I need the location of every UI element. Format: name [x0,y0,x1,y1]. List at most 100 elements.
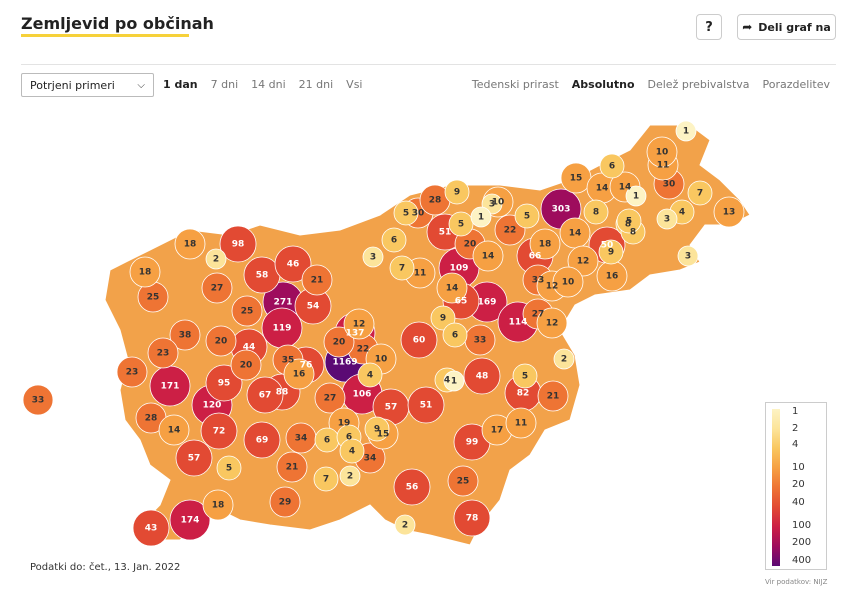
municipality-region[interactable] [343,308,375,340]
municipality-region[interactable] [567,245,599,277]
municipality-region[interactable] [529,228,561,260]
municipality-value-label: 10 [375,355,388,365]
legend-stop-label: 4 [792,439,799,450]
municipality-value-label: 21 [311,276,324,286]
municipality-region[interactable] [314,382,346,414]
municipality-region[interactable] [205,248,227,270]
mode-tedenski-prirast[interactable]: Tedenski prirast [471,78,559,91]
municipality-region[interactable] [394,514,416,536]
municipality-region[interactable] [400,321,438,359]
municipality-region[interactable] [583,199,609,225]
municipality-region[interactable] [552,266,584,298]
municipality-region[interactable] [381,227,407,253]
municipality-region[interactable] [675,120,697,142]
municipality-region[interactable] [687,180,713,206]
municipality-value-label: 4 [679,208,685,218]
municipality-value-label: 16 [606,272,619,282]
mode-porazdelitev[interactable]: Porazdelitev [762,78,830,91]
municipality-region[interactable] [339,465,361,487]
municipality-region[interactable] [625,185,647,207]
municipality-region[interactable] [442,322,468,348]
municipality-region[interactable] [364,416,390,442]
municipality-value-label: 271 [274,298,293,308]
municipality-value-label: 4 [367,371,373,381]
municipality-region[interactable] [283,358,315,390]
municipality-region[interactable] [470,206,492,228]
municipality-region[interactable] [616,208,642,234]
municipality-value-label: 303 [552,205,571,215]
municipality-region[interactable] [677,245,699,267]
municipality-region[interactable] [246,376,284,414]
municipality-region[interactable] [231,295,263,327]
municipality-region[interactable] [443,370,465,392]
municipality-region[interactable] [216,455,242,481]
municipality-region[interactable] [553,348,575,370]
municipality-region[interactable] [158,414,190,446]
municipality-region[interactable] [389,255,415,281]
municipality-region[interactable] [243,421,281,459]
municipality-region[interactable] [536,307,568,339]
municipality-region[interactable] [230,349,262,381]
municipality-region[interactable] [646,136,678,168]
help-button[interactable]: ? [696,14,722,40]
municipality-region[interactable] [132,509,170,547]
municipality-region[interactable] [301,264,333,296]
municipality-value-label: 25 [147,293,160,303]
tab-7-dni[interactable]: 7 dni [210,78,239,91]
municipality-region[interactable] [393,200,419,226]
municipality-region[interactable] [512,363,538,389]
municipality-region[interactable] [447,465,479,497]
share-button[interactable]: ➦ Deli graf na [737,14,836,40]
municipality-region[interactable] [514,203,540,229]
tab-21-dni[interactable]: 21 dni [298,78,334,91]
municipality-region[interactable] [362,246,384,268]
municipality-region[interactable] [453,499,491,537]
municipality-region[interactable] [202,489,234,521]
municipality-region[interactable] [116,356,148,388]
municipality-region[interactable] [269,486,301,518]
legend-stop-label: 400 [792,555,812,566]
municipality-region[interactable] [313,466,339,492]
municipality-region[interactable] [599,153,625,179]
municipality-region[interactable] [444,179,470,205]
municipality-region[interactable] [505,407,537,439]
municipality-region[interactable] [174,228,206,260]
municipality-value-label: 67 [259,391,272,401]
municipality-region[interactable] [175,439,213,477]
municipality-region[interactable] [448,211,474,237]
municipality-region[interactable] [430,305,456,331]
municipality-region[interactable] [598,239,624,265]
municipality-region[interactable] [357,362,383,388]
tab-14-dni[interactable]: 14 dni [251,78,286,91]
mode-delez-prebivalstva[interactable]: Delež prebivalstva [647,78,750,91]
municipality-region[interactable] [656,208,678,230]
municipality-region[interactable] [323,326,355,358]
municipality-region[interactable] [200,412,238,450]
legend-stop-label: 20 [792,479,805,490]
municipality-value-label: 169 [478,298,497,308]
municipality-region[interactable] [201,272,233,304]
municipality-region[interactable] [169,319,201,351]
municipality-value-label: 1 [451,377,457,387]
tab-vsi[interactable]: Vsi [346,78,363,91]
municipality-region[interactable] [339,438,365,464]
municipality-region[interactable] [205,325,237,357]
municipality-region[interactable] [407,386,445,424]
municipality-region[interactable] [219,225,257,263]
metric-select[interactable]: Potrjeni primeri ⌵ [21,73,154,97]
municipality-region[interactable] [276,451,308,483]
municipality-region[interactable] [436,272,468,304]
municipality-value-label: 25 [241,307,254,317]
municipality-region[interactable] [713,196,745,228]
municipality-region[interactable] [147,337,179,369]
municipality-region[interactable] [537,380,569,412]
municipality-region[interactable] [22,384,54,416]
municipality-region[interactable] [472,240,504,272]
municipality-region[interactable] [393,468,431,506]
municipality-region[interactable] [169,499,211,541]
municipality-region[interactable] [129,256,161,288]
municipality-region[interactable] [463,357,501,395]
municipality-region[interactable] [205,364,243,402]
municipality-region[interactable] [274,245,312,283]
